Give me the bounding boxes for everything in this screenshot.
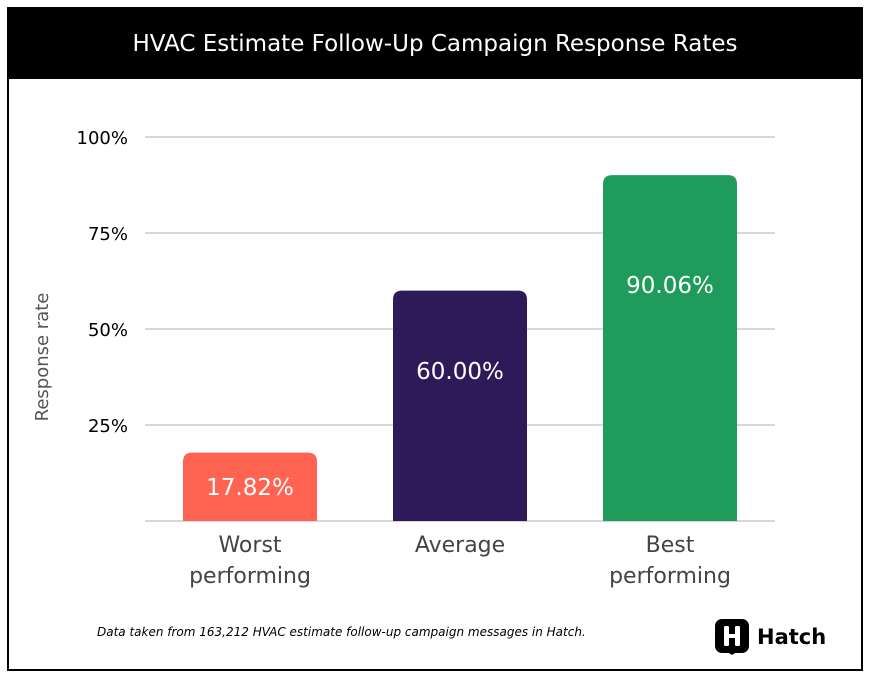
brand-name: Hatch [757, 625, 827, 649]
chart-title: HVAC Estimate Follow-Up Campaign Respons… [9, 9, 861, 79]
bar [393, 290, 527, 521]
y-axis-label: Response rate [32, 293, 53, 422]
y-tick-label: 75% [88, 224, 128, 245]
brand-logo: Hatch [715, 619, 826, 655]
x-tick-label: Worst [218, 533, 281, 558]
data-label: 90.06% [626, 273, 714, 299]
data-label: 17.82% [206, 475, 294, 501]
x-tick-label: Best [646, 533, 695, 558]
x-tick-label: performing [609, 564, 731, 589]
x-tick-label: Average [415, 533, 505, 558]
bar [603, 175, 737, 521]
hatch-logo-icon [715, 619, 749, 655]
x-tick-label: performing [189, 564, 311, 589]
y-tick-label: 50% [88, 320, 128, 341]
data-label: 60.00% [416, 359, 504, 385]
y-tick-label: 100% [77, 128, 128, 149]
y-tick-label: 25% [88, 416, 128, 437]
footnote: Data taken from 163,212 HVAC estimate fo… [97, 625, 586, 639]
bar [183, 452, 317, 521]
